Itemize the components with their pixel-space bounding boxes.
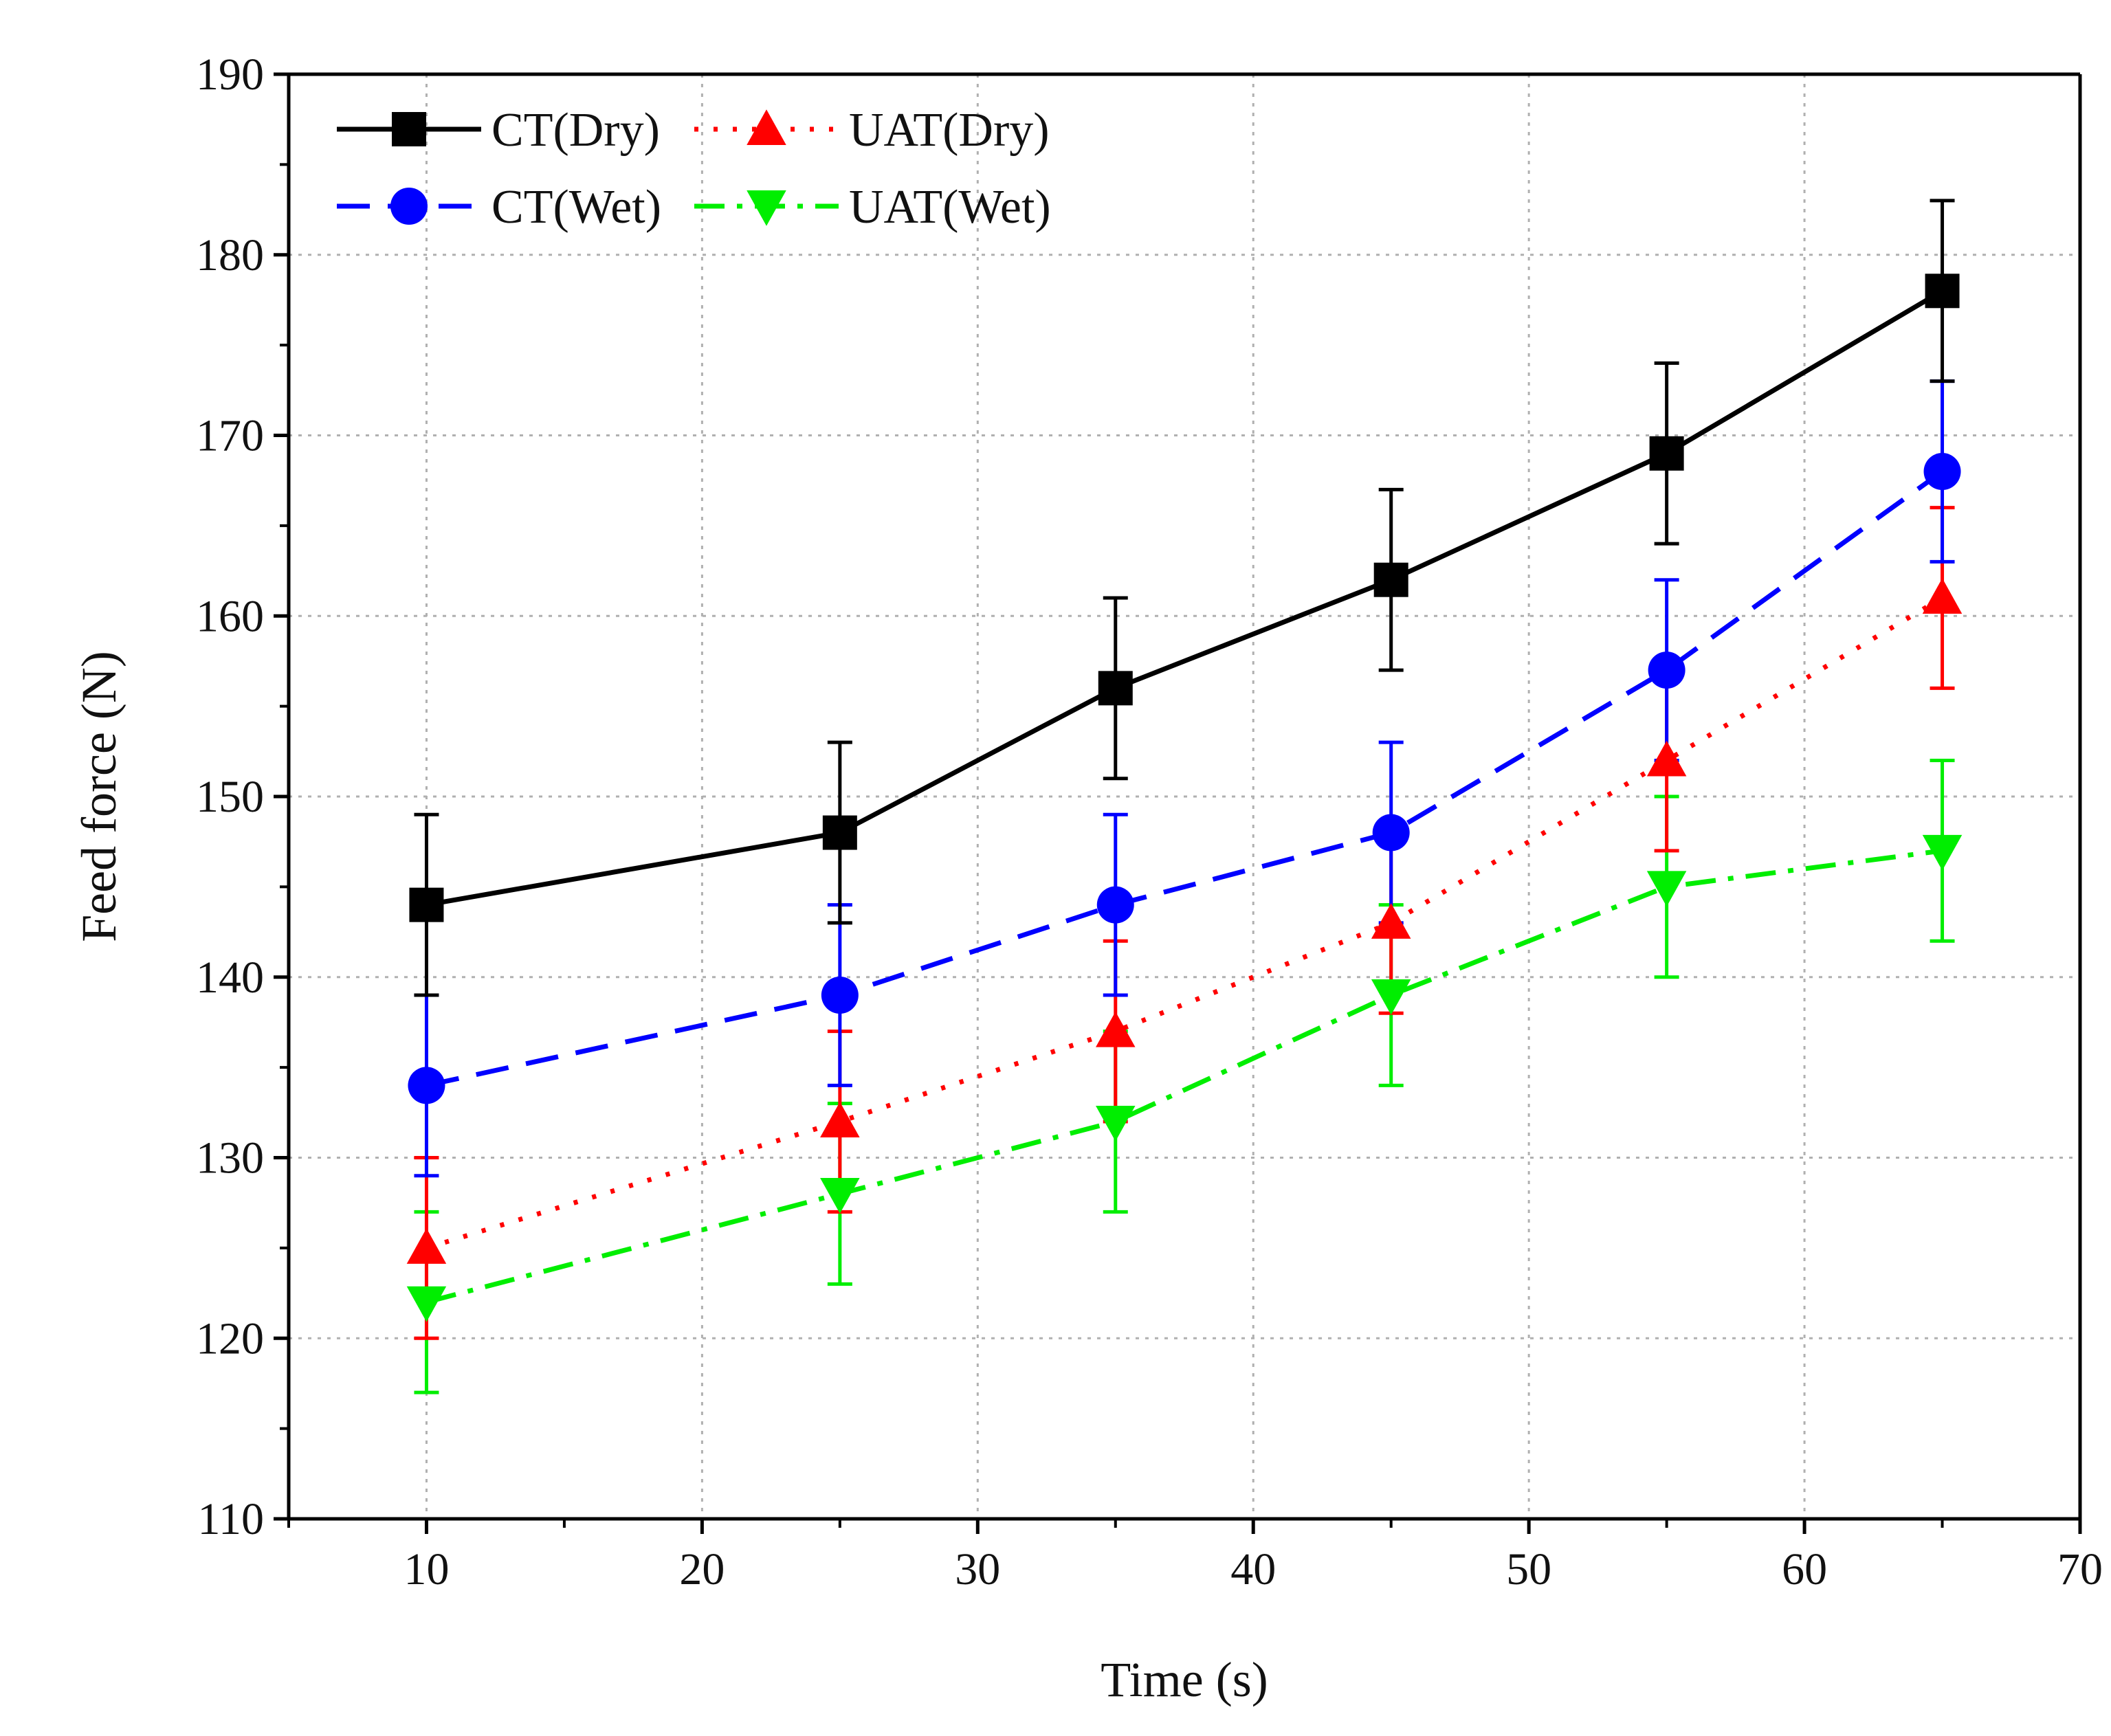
marker-triangle-down xyxy=(1646,871,1687,907)
y-tick-label: 180 xyxy=(196,230,264,280)
x-tick-label: 10 xyxy=(404,1544,449,1594)
axes: 10 20 30 40 50 60 70 110 120 130 140 150 160 170 180 19… xyxy=(196,49,2103,1594)
legend-label: UAT(Wet) xyxy=(849,181,1051,234)
marker-triangle-up xyxy=(1096,1011,1136,1047)
data-series xyxy=(406,274,1963,1322)
y-axis-label: Feed force (N) xyxy=(71,651,126,942)
y-tick-label: 160 xyxy=(196,591,264,641)
marker-triangle-up xyxy=(1371,903,1411,939)
series-line xyxy=(425,469,1944,1088)
legend-label: CT(Dry) xyxy=(491,104,660,157)
marker-triangle-down xyxy=(406,1286,447,1322)
y-tick-label: 150 xyxy=(196,772,264,822)
x-axis-label: Time (s) xyxy=(1101,1652,1268,1707)
series-line xyxy=(425,848,1943,1305)
marker-circle xyxy=(408,1067,445,1104)
y-tick-label: 170 xyxy=(196,411,264,461)
marker-circle xyxy=(1372,814,1410,852)
marker-square xyxy=(822,815,857,850)
marker-square xyxy=(1098,671,1133,706)
marker-triangle-up xyxy=(1922,578,1963,614)
marker-circle xyxy=(821,977,859,1014)
marker-square xyxy=(1373,562,1408,597)
marker-triangle-down xyxy=(1371,979,1411,1015)
marker-square xyxy=(1649,436,1684,471)
y-tick-label: 130 xyxy=(196,1133,264,1183)
legend: CT(Dry) UAT(Dry) CT(Wet) UAT(Wet) xyxy=(337,104,1051,234)
marker-triangle-up xyxy=(406,1228,447,1264)
legend-label: CT(Wet) xyxy=(491,181,661,234)
x-tick-label: 20 xyxy=(679,1544,725,1594)
marker-triangle-up xyxy=(747,109,786,145)
x-tick-label: 60 xyxy=(1782,1544,1827,1594)
marker-triangle-down xyxy=(747,190,786,226)
grid-lines xyxy=(289,74,2080,1519)
marker-triangle-down xyxy=(820,1178,860,1214)
x-tick-label: 40 xyxy=(1230,1544,1276,1594)
series-line xyxy=(425,289,1944,908)
marker-circle xyxy=(1648,652,1686,689)
y-tick-label: 120 xyxy=(196,1313,264,1364)
x-tick-label: 30 xyxy=(955,1544,1000,1594)
x-tick-label: 50 xyxy=(1506,1544,1551,1594)
marker-triangle-up xyxy=(820,1102,860,1137)
marker-square xyxy=(1925,274,1960,309)
y-tick-label: 190 xyxy=(196,49,264,100)
marker-circle xyxy=(1923,453,1961,491)
marker-square xyxy=(409,887,444,922)
y-tick-label: 140 xyxy=(196,953,264,1003)
marker-circle xyxy=(390,188,428,225)
marker-triangle-down xyxy=(1096,1105,1136,1142)
marker-triangle-up xyxy=(1646,740,1687,777)
x-tick-label: 70 xyxy=(2057,1544,2103,1594)
legend-label: UAT(Dry) xyxy=(849,104,1050,157)
y-tick-label: 110 xyxy=(197,1494,264,1544)
series-line xyxy=(425,595,1944,1251)
marker-triangle-down xyxy=(1922,834,1963,871)
marker-square xyxy=(392,112,426,146)
marker-circle xyxy=(1096,886,1134,924)
